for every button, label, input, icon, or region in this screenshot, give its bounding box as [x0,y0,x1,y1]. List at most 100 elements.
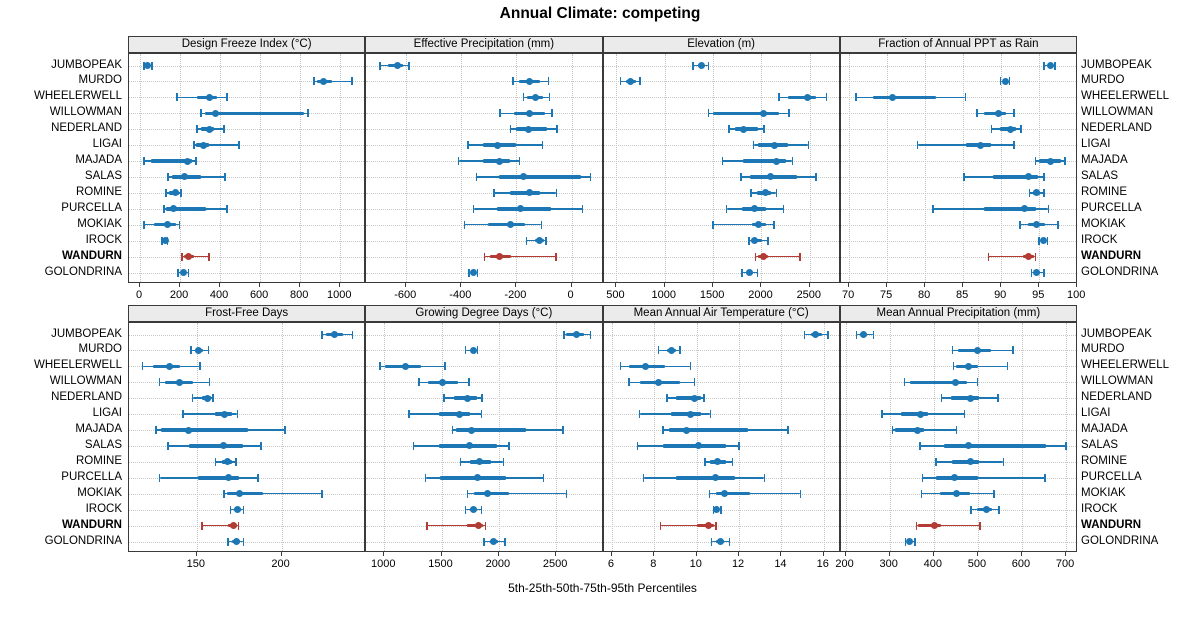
row-gridline [366,81,602,83]
median-dot [184,253,192,261]
median-dot [977,141,985,149]
row-gridline [366,240,602,242]
cap-95th [979,521,981,530]
gridline-vertical [1066,323,1068,551]
median-dot [686,410,694,418]
median-dot [143,62,151,69]
whisker-5-95 [713,223,775,226]
row-gridline [366,350,602,352]
gridline-vertical [300,54,302,282]
axis-tick-label: 1000 [651,289,677,301]
median-dot [163,221,171,229]
cap-95th [351,77,353,86]
axis-tick-label: 200 [835,558,854,570]
row-gridline [366,256,602,258]
axis-tick [695,552,697,556]
cap-5th [1019,220,1021,229]
cap-95th [1013,109,1015,118]
axis-tick [383,552,385,556]
row-gridline [366,382,602,384]
site-label-left: GOLONDRINA [44,265,122,278]
cap-5th [379,61,381,70]
median-dot [476,458,484,466]
site-label-left: SALAS [84,169,122,182]
axis-tick [280,552,282,556]
row-gridline [603,81,839,83]
median-dot [770,141,778,149]
axis-tick-label: 500 [967,558,987,570]
site-label-right: MURDO [1081,343,1125,356]
axis-tick [219,283,221,287]
cap-95th [195,157,197,166]
row-gridline [129,208,365,210]
cap-5th [708,489,711,498]
median-dot [994,109,1002,117]
box-25-75 [161,428,248,432]
panel-8 [839,322,1077,552]
gridline-vertical [654,323,656,551]
median-dot [517,205,525,213]
cap-95th [715,521,717,530]
gridline-vertical [664,54,666,282]
row-gridline [603,145,839,147]
panel-1 [128,53,366,283]
row-gridline [840,256,1076,258]
gridline-vertical [889,323,891,551]
median-dot [473,474,481,482]
axis-tick [179,283,181,287]
median-dot [474,522,482,530]
cap-5th [642,473,645,482]
cap-5th [659,521,662,530]
cap-95th [763,473,766,482]
cap-5th [1038,236,1040,245]
box-25-75 [943,444,1047,448]
cap-95th [827,330,829,339]
cap-5th [904,537,907,546]
median-dot [1025,253,1033,261]
site-label-left: LIGAI [92,138,122,151]
box-25-75 [151,159,193,163]
cap-95th [226,204,228,213]
cap-5th [163,204,165,213]
row-gridline [366,414,602,416]
cap-5th [740,172,742,181]
gridline-vertical [849,54,851,282]
site-label-left: MAJADA [75,423,122,436]
row-gridline [603,176,839,178]
cap-95th [1043,268,1045,277]
site-label-right: MURDO [1081,74,1125,87]
cap-5th [903,378,906,387]
axis-tick [976,552,978,556]
cap-95th [1008,77,1011,86]
panel-strip: Design Freeze Index (°C) [128,36,366,53]
cap-95th [242,505,245,514]
whisker-5-95 [953,365,1008,368]
site-label-left: LIGAI [92,407,122,420]
axis-tick-label: 10 [689,558,702,570]
row-gridline [129,541,365,543]
cap-5th [181,252,183,261]
cap-95th [480,505,483,514]
axis-tick-label: -400 [449,289,472,301]
median-dot [484,490,492,498]
whisker-5-95 [427,524,486,527]
site-label-left: MURDO [78,74,122,87]
cap-95th [237,521,240,530]
median-dot [199,141,207,149]
site-label-left: WILLOWMAN [49,106,122,119]
cap-5th [158,473,161,482]
cap-95th [476,268,479,277]
gridline-vertical [196,323,198,551]
box-25-75 [509,191,540,195]
row-gridline [840,81,1076,83]
median-dot [223,458,231,466]
site-label-right: MAJADA [1081,154,1128,167]
median-dot [319,77,327,85]
row-gridline [603,129,839,131]
row-gridline [840,541,1076,543]
axis-tick-label: 75 [880,289,893,301]
cap-5th [493,188,495,197]
x-axis-label: 5th-25th-50th-75th-95th Percentiles [508,581,697,595]
site-label-right: JUMBOPEAK [1081,327,1152,340]
median-dot [495,157,503,165]
